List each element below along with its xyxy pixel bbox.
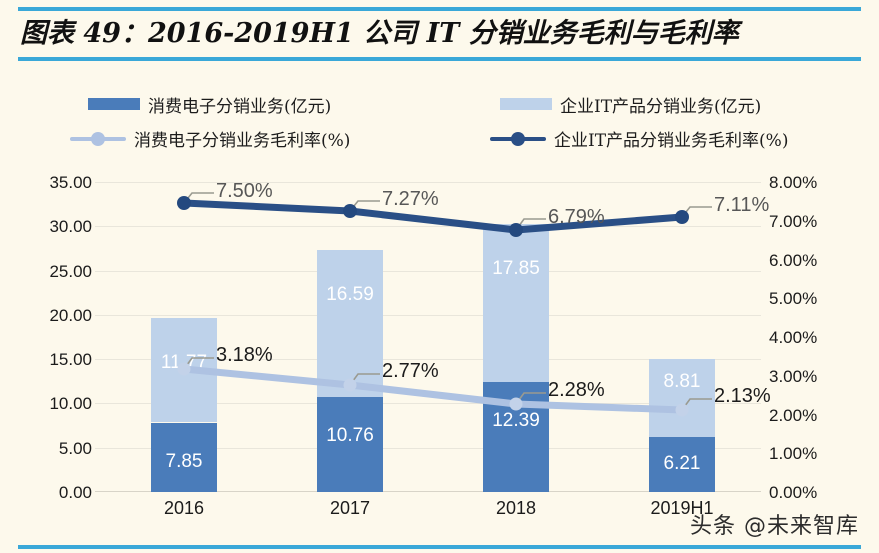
bar-value-label: 8.81: [663, 370, 701, 392]
y-axis-left: 35.00 30.00 25.00 20.00 15.00 10.00 5.00…: [0, 173, 92, 502]
x-axis-tick-2017: 2017: [329, 498, 371, 518]
data-label-enterprise-it-margin-2017: 7.27%: [382, 188, 439, 210]
gridline: [95, 270, 761, 272]
data-label-enterprise-it-margin-2018: 6.79%: [548, 206, 605, 228]
legend-item-consumer-electronics-gross-profit[interactable]: 消费电子分销业务(亿元): [70, 88, 490, 120]
y-axis-left-tick: 20.00: [49, 305, 92, 325]
gridline: [95, 314, 761, 316]
bar-segment-consumer-electronics-2017[interactable]: 10.76: [317, 396, 383, 492]
y-axis-right-tick: 4.00%: [769, 328, 818, 347]
page-title: 图表 49：2016-2019H1 公司 IT 分销业务毛利与毛利率: [20, 18, 739, 49]
line-marker-icon: [70, 131, 126, 146]
data-label-enterprise-it-margin-2016: 7.50%: [216, 180, 273, 202]
data-label-enterprise-it-margin-2019h1: 7.11%: [714, 194, 770, 216]
gridline: [95, 359, 761, 361]
y-axis-right-tick: 7.00%: [769, 211, 818, 231]
y-axis-left-tick: 35.00: [49, 173, 92, 192]
bar-segment-consumer-electronics-2016[interactable]: 7.85: [151, 422, 217, 492]
top-accent-rule: [18, 7, 861, 11]
bar-segment-enterprise-it-2017[interactable]: 16.59: [317, 249, 383, 397]
y-axis-right-tick: 2.00%: [769, 405, 818, 425]
y-axis-right-tick: 6.00%: [769, 250, 818, 270]
x-axis-tick-2019h1: 2019H1: [650, 498, 714, 518]
chart-legend: 消费电子分销业务(亿元) 企业IT产品分销业务(亿元) 消费电子分销业务毛利率(…: [70, 88, 860, 160]
bar-segment-enterprise-it-2018[interactable]: 17.85: [483, 224, 549, 383]
bar-swatch-icon: [88, 98, 140, 110]
bar-value-label: 11.77: [160, 352, 208, 374]
bar-value-label: 16.59: [326, 283, 374, 305]
bar-value-label: 10.76: [326, 424, 374, 446]
bar-value-label: 6.21: [663, 453, 701, 474]
legend-item-consumer-electronics-margin[interactable]: 消费电子分销业务毛利率(%): [70, 122, 490, 154]
x-axis-tick-2016: 2016: [163, 498, 205, 518]
y-axis-right-tick: 1.00%: [769, 444, 818, 464]
bar-swatch-icon: [500, 98, 552, 110]
bar-segment-consumer-electronics-2018[interactable]: 12.39: [483, 382, 549, 492]
data-label-consumer-electronics-margin-2017: 2.77%: [382, 360, 439, 382]
x-axis-baseline: [95, 491, 761, 492]
bar-segment-enterprise-it-2019h1[interactable]: 8.81: [649, 358, 715, 437]
legend-label: 企业IT产品分销业务(亿元): [560, 96, 762, 117]
y-axis-right: 8.00% 7.00% 6.00% 5.00% 4.00% 3.00% 2.00…: [769, 173, 869, 502]
bar-segment-consumer-electronics-2019h1[interactable]: 6.21: [649, 437, 715, 492]
y-axis-right-tick: 3.00%: [769, 366, 818, 386]
gridline: [95, 182, 761, 183]
x-axis-tick-2018: 2018: [495, 498, 537, 518]
y-axis-left-tick: 15.00: [49, 350, 92, 370]
y-axis-right-tick: 8.00%: [769, 173, 818, 192]
y-axis-left-tick: 30.00: [49, 217, 92, 237]
gridline: [95, 447, 761, 449]
data-label-consumer-electronics-margin-2019h1: 2.13%: [714, 385, 771, 407]
data-label-consumer-electronics-margin-2016: 3.18%: [216, 344, 273, 366]
y-axis-left-tick: 25.00: [49, 261, 92, 281]
legend-label: 消费电子分销业务毛利率(%): [134, 130, 351, 151]
y-axis-left-tick: 0.00: [58, 483, 92, 502]
title-underline-rule: [18, 57, 861, 61]
bottom-accent-rule: [18, 545, 861, 549]
y-axis-left-tick: 10.00: [49, 394, 92, 414]
bar-value-label: 12.39: [492, 410, 540, 432]
y-axis-left-tick: 5.00: [58, 438, 92, 458]
line-marker-icon: [490, 131, 546, 146]
legend-item-enterprise-it-gross-profit[interactable]: 企业IT产品分销业务(亿元): [490, 88, 860, 120]
data-label-consumer-electronics-margin-2018: 2.28%: [548, 379, 605, 401]
legend-label: 企业IT产品分销业务毛利率(%): [554, 130, 789, 151]
watermark: 头条 @未来智库: [690, 514, 859, 539]
y-axis-right-tick: 0.00%: [769, 483, 818, 502]
legend-label: 消费电子分销业务(亿元): [148, 96, 332, 117]
gridline: [95, 226, 761, 228]
bar-value-label: 7.85: [165, 450, 203, 472]
bar-value-label: 17.85: [492, 258, 540, 280]
y-axis-right-tick: 5.00%: [769, 289, 818, 309]
plot-area: 11.77 7.85 16.59 10.76 17.85 12.39 8.81 …: [95, 182, 761, 492]
bar-segment-enterprise-it-2016[interactable]: 11.77: [151, 318, 217, 423]
legend-item-enterprise-it-margin[interactable]: 企业IT产品分销业务毛利率(%): [490, 122, 860, 154]
